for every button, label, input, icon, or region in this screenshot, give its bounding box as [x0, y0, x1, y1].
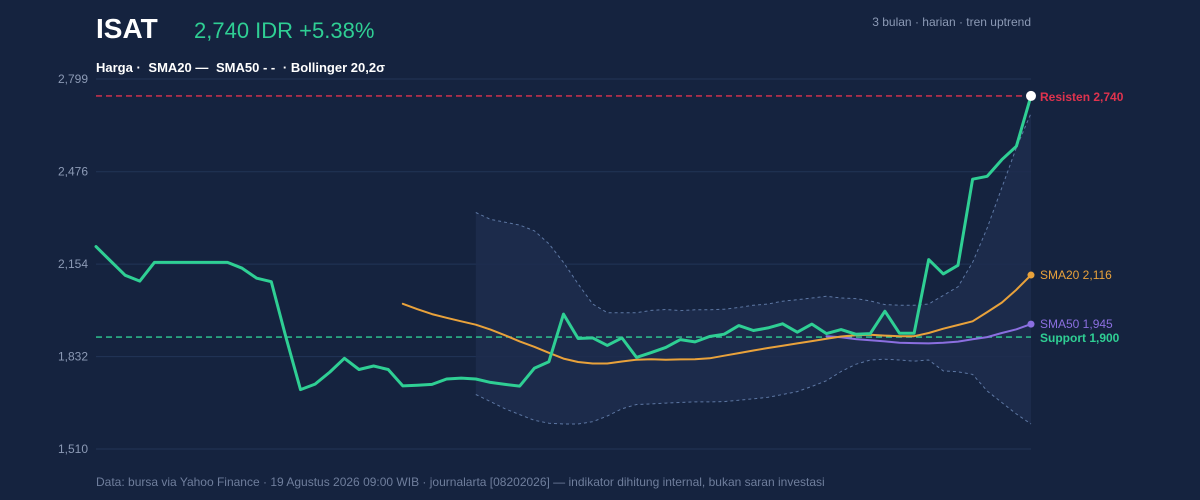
legend-price: Harga ·: [96, 60, 141, 75]
bollinger-band: [475, 113, 1032, 425]
bollinger-lower-line: [475, 358, 1032, 425]
legend-sma20: SMA20 —: [148, 60, 208, 75]
sma50-end-dot: [1027, 320, 1035, 328]
y-tick-label: 1,510: [58, 442, 88, 456]
legend-sma50: SMA50 - -: [216, 60, 275, 75]
price-line: [94, 94, 1033, 392]
annotation-labels: Resisten 2,740 Support 1,900 SMA20 2,116 SM…: [1027, 90, 1124, 345]
sma20-label: SMA20 2,116: [1040, 268, 1112, 282]
y-tick-label: 2,799: [58, 72, 88, 86]
bollinger-fill: [475, 113, 1031, 424]
y-tick-label: 2,154: [58, 257, 88, 271]
bollinger-upper-line: [475, 113, 1032, 314]
footer-source: Data: bursa via Yahoo Finance · 19 Agust…: [96, 475, 825, 489]
resistance-label: Resisten 2,740: [1040, 90, 1124, 104]
y-tick-label: 2,476: [58, 165, 88, 179]
y-tick-label: 1,832: [58, 350, 88, 364]
legend-bollinger: · Bollinger 20,2σ: [283, 60, 385, 75]
last-price-marker: [1026, 90, 1036, 101]
price-change-text: 2,740 IDR +5.38%: [194, 18, 374, 43]
legend: Harga · SMA20 — SMA50 - - · Bollinger 20…: [96, 60, 385, 75]
ticker-title: ISAT: [96, 13, 158, 44]
level-lines: [96, 95, 1031, 338]
sma50-label: SMA50 1,945: [1040, 317, 1113, 331]
chart-meta-text: 3 bulan · harian · tren uptrend: [872, 15, 1031, 29]
sma20-line: [401, 274, 1032, 365]
series-lines: [94, 90, 1036, 392]
sma50-line: [825, 323, 1032, 345]
support-label: Support 1,900: [1040, 331, 1120, 345]
sma20-end-dot: [1027, 271, 1035, 279]
